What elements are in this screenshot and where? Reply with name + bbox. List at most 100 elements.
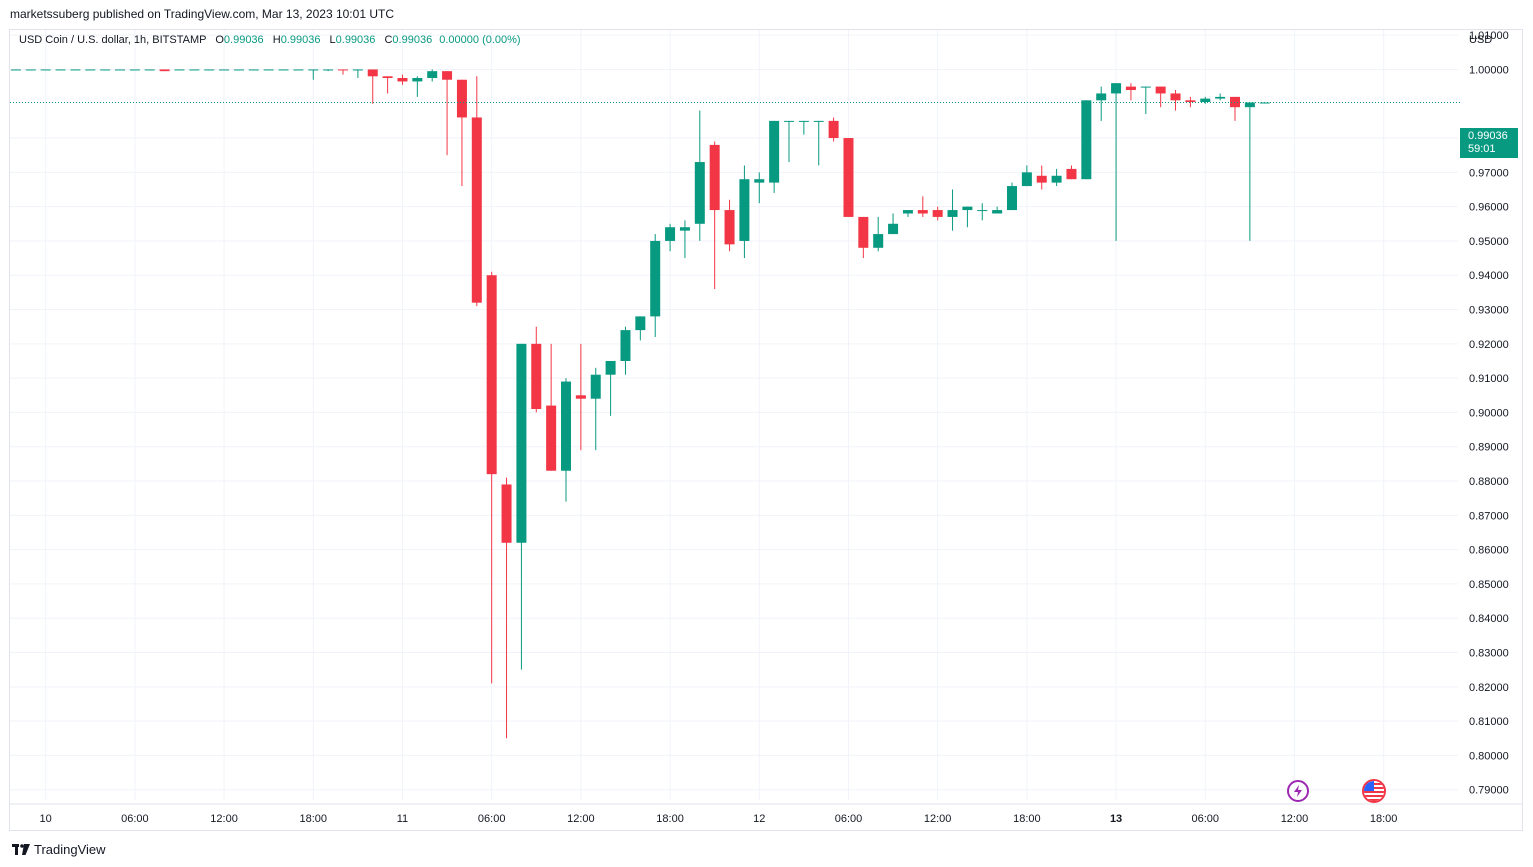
candle-body — [1200, 98, 1211, 103]
y-tick-label: 1.01000 — [1469, 30, 1509, 42]
candle-body — [650, 240, 661, 317]
x-tick-label: 11 — [397, 813, 408, 825]
candle — [650, 234, 661, 337]
candle — [1081, 100, 1092, 180]
candle — [516, 343, 527, 670]
candle — [278, 69, 289, 71]
tradingview-logo[interactable]: TradingView — [12, 842, 106, 857]
candle-body — [248, 69, 259, 71]
candle — [1111, 83, 1122, 241]
candle-body — [486, 275, 497, 475]
x-tick-label: 12:00 — [567, 813, 595, 825]
candle-body — [1036, 175, 1047, 183]
candle — [1096, 86, 1107, 121]
candle — [769, 120, 780, 193]
legend-high-value: 0.99036 — [280, 34, 321, 46]
candle — [486, 271, 497, 684]
candle-body — [1230, 96, 1241, 108]
candle-body — [769, 120, 780, 183]
candle — [709, 141, 720, 289]
candle-body — [367, 69, 378, 77]
published-info: marketssuberg published on TradingView.c… — [10, 7, 394, 21]
candle-body — [635, 316, 646, 331]
y-tick-label: 0.86000 — [1469, 545, 1509, 557]
x-axis: 10 06:00 12:00 18:00 11 06:00 12:00 18:00 12 06:0… — [40, 813, 1398, 825]
candle — [501, 477, 512, 739]
y-tick-label: 0.82000 — [1469, 682, 1509, 694]
candle-body — [1021, 172, 1032, 187]
candle-body — [233, 69, 244, 71]
candle-body — [412, 78, 423, 82]
x-tick-label: 06:00 — [121, 813, 149, 825]
candle-body — [962, 206, 973, 211]
x-tick-label: 18:00 — [656, 813, 684, 825]
candle — [694, 110, 705, 241]
candle — [1125, 83, 1136, 101]
tradingview-logo-icon — [12, 844, 30, 855]
candle-body — [843, 138, 854, 217]
currency-label[interactable]: USD — [1469, 34, 1493, 46]
y-tick-label: 0.85000 — [1469, 579, 1509, 591]
y-tick-label: 0.81000 — [1469, 716, 1509, 728]
lightning-bolt-icon[interactable] — [1287, 780, 1309, 802]
y-tick-label: 0.95000 — [1469, 236, 1509, 248]
legend-close-value: 0.99036 — [392, 34, 433, 46]
legend-change: 0.00000 (0.00%) — [439, 34, 521, 46]
last-price-value: 0.99036 — [1468, 130, 1508, 142]
candle — [1021, 165, 1032, 187]
candle-body — [1244, 102, 1255, 108]
candle — [635, 316, 646, 341]
candle-body — [679, 227, 690, 231]
last-price-tag: 0.99036 59:01 — [1460, 128, 1518, 158]
candle — [917, 196, 928, 217]
candle-body — [694, 162, 705, 224]
candle — [456, 79, 467, 187]
candle-body — [456, 79, 467, 118]
x-tick-label: 12:00 — [924, 813, 952, 825]
y-tick-label: 0.96000 — [1469, 202, 1509, 214]
y-tick-label: 0.83000 — [1469, 648, 1509, 660]
candle — [427, 69, 438, 82]
candle — [397, 74, 408, 85]
candle-body — [55, 69, 66, 71]
candle — [947, 189, 958, 231]
candle — [442, 71, 453, 156]
candle — [1140, 86, 1151, 115]
candle — [471, 76, 482, 307]
candle — [575, 343, 586, 451]
candle — [858, 216, 869, 259]
candle — [144, 69, 155, 71]
legend-high-label: H — [272, 34, 281, 46]
candle-body — [501, 484, 512, 543]
candle — [10, 69, 21, 71]
x-tick-label: 18:00 — [300, 813, 328, 825]
y-tick-label: 0.97000 — [1469, 167, 1509, 179]
candle-body — [263, 69, 274, 71]
candle — [784, 120, 795, 163]
y-axis: 1.010001.000000.980000.970000.960000.950… — [1469, 30, 1509, 797]
candle-body — [1170, 93, 1181, 101]
candle — [962, 206, 973, 228]
candle-body — [144, 69, 155, 71]
candle-body — [427, 71, 438, 79]
candle-body — [947, 210, 958, 217]
candle-body — [1066, 168, 1077, 180]
candle — [843, 138, 854, 217]
x-tick-label: 06:00 — [478, 813, 506, 825]
candle — [55, 69, 66, 71]
candle — [992, 206, 1003, 214]
candle-body — [977, 210, 988, 212]
symbol-legend[interactable]: USD Coin / U.S. dollar, 1h, BITSTAMP O0.… — [19, 34, 521, 46]
candle-body — [338, 69, 349, 71]
candle — [561, 378, 572, 502]
candle-body — [1096, 93, 1107, 101]
candle — [219, 69, 230, 71]
candle — [1036, 165, 1047, 190]
us-flag-icon[interactable] — [1362, 779, 1386, 803]
x-tick-label: 06:00 — [1192, 813, 1220, 825]
candle-body — [858, 216, 869, 248]
candle-body — [471, 117, 482, 303]
candle-body — [219, 69, 230, 71]
candle-body — [575, 395, 586, 399]
